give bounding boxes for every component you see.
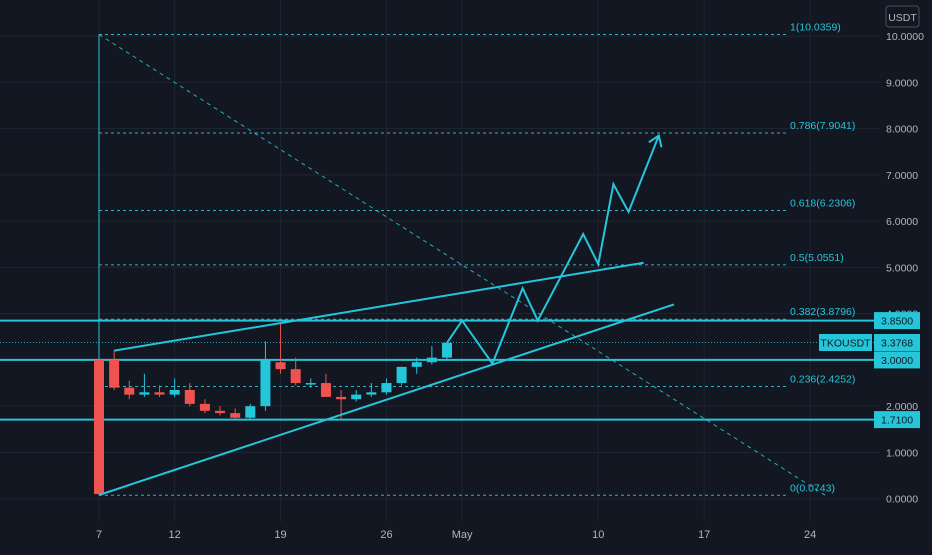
time-tick-label: May: [452, 529, 473, 541]
candle-up: [381, 383, 392, 393]
price-tick-label: 2.0000: [886, 401, 918, 413]
time-tick-label: 7: [96, 529, 102, 541]
pair-badge-label: TKOUSDT: [820, 337, 871, 349]
level-price-badge-label: 3.0000: [881, 355, 913, 367]
fib-level-label: 0.5(5.0551): [790, 252, 844, 264]
level-price-badge-label: 1.7100: [881, 415, 913, 427]
time-tick-label: 17: [698, 529, 710, 541]
price-tick-label: 10.0000: [886, 31, 924, 43]
price-tick-label: 9.0000: [886, 77, 918, 89]
time-tick-label: 26: [380, 529, 392, 541]
price-tick-label: 6.0000: [886, 216, 918, 228]
candle-down: [124, 387, 135, 395]
channel-trend-line: [98, 303, 675, 496]
candle-up: [260, 359, 271, 407]
candlesticks: [94, 322, 452, 495]
candle-up: [139, 392, 150, 395]
currency-badge-frame: [885, 5, 920, 28]
level-price-badge-label: 3.8500: [881, 316, 913, 328]
candle-up: [351, 394, 362, 400]
projection-arrowhead: [648, 133, 663, 148]
time-axis[interactable]: 7 12 19 26 May 10 17 24: [96, 529, 816, 541]
candle-up: [366, 392, 377, 395]
candle-down: [215, 410, 226, 414]
fib-level-label: 0(0.0743): [790, 482, 835, 494]
level-price-badge-frame: [874, 411, 920, 429]
projection-zigzag: [446, 135, 660, 366]
fib-level-label: 1(10.0359): [790, 21, 841, 33]
price-tick-label: 5.0000: [886, 262, 918, 274]
projection-path[interactable]: [446, 133, 663, 366]
time-tick-label: 12: [169, 529, 181, 541]
candle-down: [230, 413, 241, 418]
candle-down: [154, 392, 165, 395]
candle-up: [441, 342, 452, 358]
time-tick-label: 10: [592, 529, 604, 541]
grid-lines: [0, 0, 880, 522]
price-tick-label: 8.0000: [886, 124, 918, 136]
currency-badge[interactable]: USDT: [885, 5, 920, 28]
fib-retracement[interactable]: 0(0.0743) 0.236(2.4252) 0.382(3.8796) 0.5(5…: [98, 21, 855, 496]
fib-level-label: 0.618(6.2306): [790, 197, 855, 209]
pair-badge-frame: [819, 333, 872, 351]
price-tick-label: 1.0000: [886, 447, 918, 459]
candle-down: [275, 362, 286, 370]
price-tick-label: 7.0000: [886, 170, 918, 182]
candle-down: [199, 403, 210, 411]
candle-down: [109, 359, 120, 388]
level-price-badge-frame: [874, 351, 920, 369]
candle-up: [396, 366, 407, 384]
current-price-badge-frame: [874, 333, 920, 351]
candle-up: [169, 389, 180, 395]
candle-down: [184, 389, 195, 404]
currency-label: USDT: [888, 12, 917, 24]
channel-lines[interactable]: [98, 261, 675, 496]
current-price-badge-label: 3.3768: [881, 337, 913, 349]
candle-down: [320, 383, 331, 397]
candle-down: [290, 369, 301, 384]
candle-down: [94, 359, 104, 495]
candle-down: [336, 396, 347, 400]
fib-level-label: 0.382(3.8796): [790, 306, 855, 318]
fib-level-label: 0.236(2.4252): [790, 374, 855, 386]
price-tick-label: 0.0000: [886, 494, 918, 506]
time-tick-label: 24: [804, 529, 816, 541]
fib-level-label: 0.786(7.9041): [790, 120, 855, 132]
price-badges: 3.8500 3.0000 1.7100 3.3768 TKOUSDT: [819, 312, 920, 429]
level-price-badge-frame: [874, 312, 920, 330]
horizontal-levels[interactable]: [0, 319, 880, 421]
candle-up: [245, 406, 256, 418]
time-tick-label: 19: [274, 529, 286, 541]
channel-trend-line: [113, 261, 644, 352]
candle-up: [411, 362, 422, 367]
candle-up: [305, 383, 316, 385]
candle-up: [426, 357, 437, 363]
